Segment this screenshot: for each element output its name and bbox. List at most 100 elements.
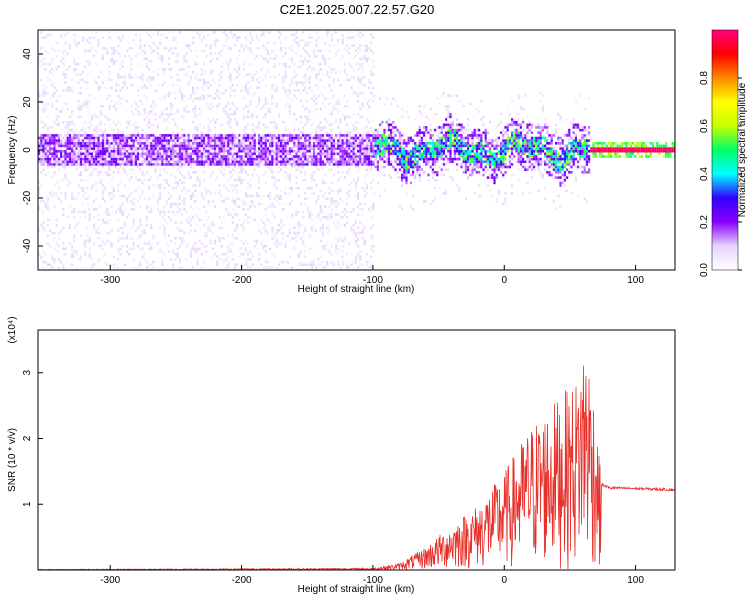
spectrogram-cell: [108, 107, 111, 111]
spectrogram-cell: [319, 144, 322, 148]
spectrogram-cell: [148, 205, 151, 208]
spectrogram-cell: [236, 83, 239, 87]
spectrogram-cell: [306, 147, 309, 150]
spectrogram-cell: [104, 221, 107, 224]
spectrogram-cell: [438, 149, 441, 153]
spectrogram-cell: [95, 181, 98, 185]
spectrogram-cell: [398, 142, 401, 145]
spectrogram-cell: [282, 223, 285, 227]
spectrogram-cell: [284, 160, 287, 164]
spectrogram-cell: [137, 105, 140, 108]
spectrogram-cell: [148, 152, 151, 156]
spectrogram-cell: [328, 76, 331, 79]
spectrogram-cell: [348, 31, 351, 34]
spectrogram-cell: [101, 147, 104, 150]
spectrogram-cell: [359, 231, 362, 235]
spectrogram-cell: [238, 160, 241, 164]
spectrogram-cell: [189, 49, 192, 53]
spectrogram-cell: [46, 202, 49, 206]
spectrogram-cell: [185, 192, 188, 195]
spectrogram-cell: [233, 213, 236, 216]
spectrogram-cell: [42, 83, 45, 87]
spectrogram-cell: [332, 202, 335, 206]
spectrogram-cell: [156, 123, 159, 127]
spectrogram-cell: [306, 268, 309, 270]
spectrogram-cell: [326, 144, 329, 148]
spectrogram-cell: [271, 147, 274, 150]
spectrogram-cell: [46, 155, 49, 158]
spectrogram-cell: [328, 136, 331, 140]
spectrogram-cell: [209, 94, 212, 98]
spectrogram-cell: [288, 89, 291, 92]
spectrogram-cell: [194, 213, 197, 216]
spectrogram-cell: [354, 62, 357, 66]
spectrogram-cell: [405, 160, 408, 164]
spectrogram-cell: [51, 81, 54, 84]
spectrogram-cell: [282, 142, 285, 145]
spectrogram-cell: [167, 210, 170, 214]
spectrogram-cell: [409, 160, 412, 164]
spectrogram-cell: [299, 171, 302, 174]
spectrogram-cell: [134, 102, 137, 105]
spectrogram-cell: [55, 157, 58, 161]
spectrogram-cell: [425, 200, 428, 203]
spectrogram-cell: [218, 144, 221, 148]
spectrogram-cell: [262, 149, 265, 153]
spectrogram-cell: [352, 57, 355, 61]
spectrogram-cell: [447, 157, 450, 161]
spectrogram-cell: [286, 149, 289, 153]
spectrogram-cell: [225, 258, 228, 261]
spectrogram-cell: [403, 165, 406, 169]
spectrogram-cell: [77, 115, 80, 119]
spectrogram-cell: [445, 155, 448, 158]
spectrogram-cell: [396, 144, 399, 148]
spectrogram-cell: [97, 268, 100, 270]
spectrogram-cell: [62, 226, 65, 230]
spectrogram-cell: [62, 70, 65, 74]
spectrogram-cell: [214, 131, 217, 134]
spectrogram-cell: [297, 89, 300, 92]
spectrogram-cell: [295, 36, 298, 39]
spectrogram-cell: [49, 218, 52, 222]
spectrogram-cell: [112, 139, 115, 142]
spectrogram-cell: [365, 46, 368, 50]
spectrogram-cell: [55, 192, 58, 195]
spectrogram-cell: [330, 134, 333, 137]
spectrogram-cell: [152, 184, 155, 187]
spectrogram-cell: [368, 147, 371, 150]
spectrogram-cell: [205, 210, 208, 214]
spectrogram-cell: [357, 120, 360, 124]
spectrogram-cell: [240, 168, 243, 171]
spectrogram-cell: [40, 171, 43, 174]
spectrogram-cell: [97, 136, 100, 140]
spectrogram-cell: [277, 197, 280, 200]
spectrogram-cell: [209, 152, 212, 156]
spectrogram-cell: [236, 142, 239, 145]
spectrogram-cell: [46, 149, 49, 153]
spectrogram-cell: [403, 155, 406, 158]
spectrogram-cell: [449, 128, 452, 132]
spectrogram-cell: [249, 250, 252, 253]
spectrogram-cell: [165, 155, 168, 158]
spectrogram-cell: [293, 163, 296, 166]
spectrogram-cell: [123, 163, 126, 166]
spectrogram-cell: [315, 39, 318, 42]
spectrogram-cell: [324, 152, 327, 156]
spectrogram-cell: [271, 134, 274, 137]
spectrogram-cell: [227, 142, 230, 145]
spectrogram-cell: [150, 144, 153, 148]
spectrogram-cell: [189, 197, 192, 200]
spectrogram-cell: [335, 54, 338, 58]
spectrogram-cell: [42, 147, 45, 150]
spectrogram-cell: [297, 226, 300, 230]
spectrogram-cell: [359, 36, 362, 39]
spectrogram-cell: [271, 155, 274, 158]
spectrogram-cell: [148, 76, 151, 79]
spectrogram-cell: [73, 131, 76, 134]
spectrogram-cell: [117, 155, 120, 158]
spectrogram-cell: [273, 255, 276, 259]
spectrogram-cell: [181, 239, 184, 243]
spectrogram-cell: [194, 242, 197, 245]
spectrogram-cell: [225, 33, 228, 37]
spectrogram-cell: [141, 173, 144, 177]
